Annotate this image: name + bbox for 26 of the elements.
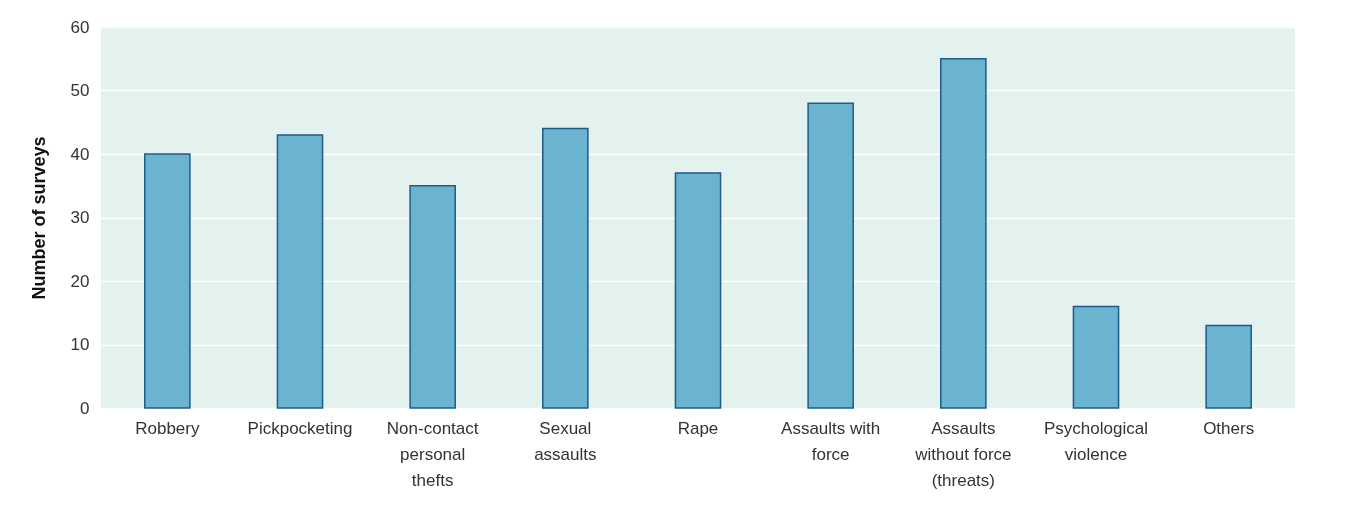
bar <box>144 153 191 409</box>
y-tick-label: 40 <box>70 144 90 164</box>
y-tick-label: 0 <box>80 398 90 418</box>
x-tick-label: Rape <box>677 418 719 438</box>
x-tick-label: Assaults without force (threats) <box>914 418 1012 490</box>
bar <box>409 185 456 409</box>
x-tick-label: Assaults with force <box>781 418 881 464</box>
x-tick-label: Robbery <box>135 418 200 438</box>
y-tick-label: 60 <box>70 17 90 37</box>
y-tick-label: 10 <box>70 335 90 354</box>
x-tick-label: Sexual assaults <box>534 418 597 464</box>
bar <box>674 172 722 409</box>
x-tick-label: Non-contact personal thefts <box>386 418 479 490</box>
y-tick-label: 20 <box>70 271 90 291</box>
bar <box>1205 324 1252 409</box>
y-tick-label: 30 <box>70 208 90 227</box>
bar <box>940 58 987 409</box>
x-tick-label: Pickpocketing <box>247 418 353 438</box>
x-tick-label: Psychological violence <box>1044 418 1148 464</box>
y-axis-title: Number of surveys <box>28 136 49 300</box>
bar <box>807 102 854 409</box>
y-tick-label: 50 <box>70 81 90 100</box>
bar <box>1072 305 1120 409</box>
x-tick-label: Others <box>1203 418 1255 438</box>
bar <box>542 127 589 409</box>
bar <box>276 134 324 409</box>
